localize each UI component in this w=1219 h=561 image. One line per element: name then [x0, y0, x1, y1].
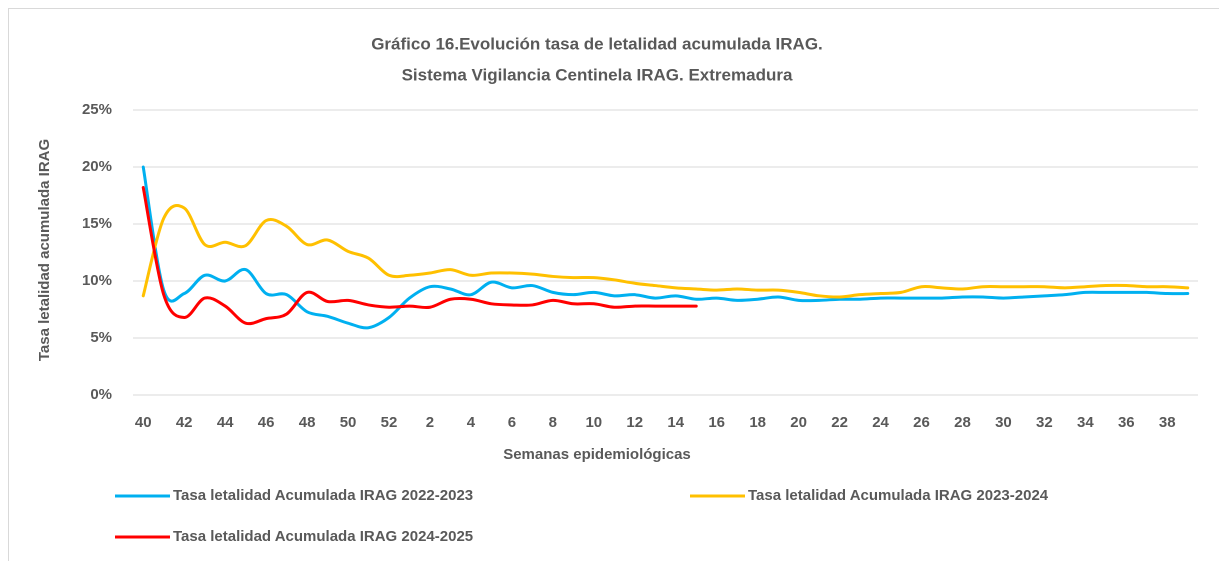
- x-tick-label: 20: [790, 414, 807, 431]
- x-tick-label: 14: [667, 414, 684, 431]
- legend-label: Tasa letalidad Acumulada IRAG 2023-2024: [748, 487, 1049, 504]
- y-tick-label: 25%: [82, 101, 112, 118]
- x-tick-label: 4: [467, 414, 476, 431]
- x-tick-label: 46: [258, 414, 275, 431]
- x-tick-label: 34: [1077, 414, 1094, 431]
- x-tick-label: 18: [749, 414, 766, 431]
- y-tick-label: 15%: [82, 215, 112, 232]
- x-tick-label: 10: [585, 414, 602, 431]
- x-tick-label: 48: [299, 414, 316, 431]
- x-tick-label: 38: [1159, 414, 1176, 431]
- chart-title: Gráfico 16.Evolución tasa de letalidad a…: [371, 34, 823, 53]
- x-tick-label: 52: [381, 414, 398, 431]
- chart-title: Sistema Vigilancia Centinela IRAG. Extre…: [402, 65, 793, 84]
- y-tick-label: 20%: [82, 158, 112, 175]
- x-tick-label: 2: [426, 414, 434, 431]
- chart-frame: [8, 8, 1219, 561]
- x-tick-label: 44: [217, 414, 234, 431]
- x-tick-label: 26: [913, 414, 930, 431]
- y-axis-title: Tasa letalidad acumulada IRAG: [36, 139, 53, 361]
- x-tick-label: 6: [508, 414, 516, 431]
- x-tick-label: 12: [626, 414, 643, 431]
- x-tick-label: 8: [549, 414, 557, 431]
- series-line: [141, 165, 1190, 330]
- x-tick-label: 30: [995, 414, 1012, 431]
- x-tick-label: 50: [340, 414, 357, 431]
- x-tick-label: 28: [954, 414, 971, 431]
- x-tick-label: 22: [831, 414, 848, 431]
- y-tick-label: 0%: [90, 386, 112, 403]
- x-tick-label: 42: [176, 414, 193, 431]
- legend-label: Tasa letalidad Acumulada IRAG 2022-2023: [173, 487, 473, 504]
- series-line: [141, 186, 698, 326]
- x-tick-label: 24: [872, 414, 889, 431]
- x-axis-title: Semanas epidemiológicas: [503, 446, 691, 463]
- x-tick-label: 36: [1118, 414, 1135, 431]
- x-tick-label: 40: [135, 414, 152, 431]
- series-line: [141, 204, 1190, 299]
- legend-label: Tasa letalidad Acumulada IRAG 2024-2025: [173, 528, 473, 545]
- y-tick-label: 5%: [90, 329, 112, 346]
- y-tick-label: 10%: [82, 272, 112, 289]
- x-tick-label: 32: [1036, 414, 1053, 431]
- x-tick-label: 16: [708, 414, 725, 431]
